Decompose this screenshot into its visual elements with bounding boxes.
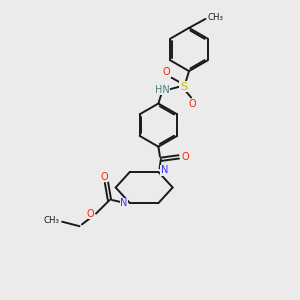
Text: CH₃: CH₃	[208, 13, 224, 22]
Text: O: O	[189, 99, 196, 109]
Text: N: N	[161, 165, 168, 176]
Text: O: O	[162, 67, 170, 77]
Text: N: N	[120, 198, 128, 208]
Text: O: O	[86, 208, 94, 219]
Text: CH₃: CH₃	[43, 216, 59, 225]
Text: S: S	[180, 82, 187, 92]
Text: O: O	[100, 172, 108, 182]
Text: HN: HN	[154, 85, 169, 95]
Text: O: O	[182, 152, 189, 162]
